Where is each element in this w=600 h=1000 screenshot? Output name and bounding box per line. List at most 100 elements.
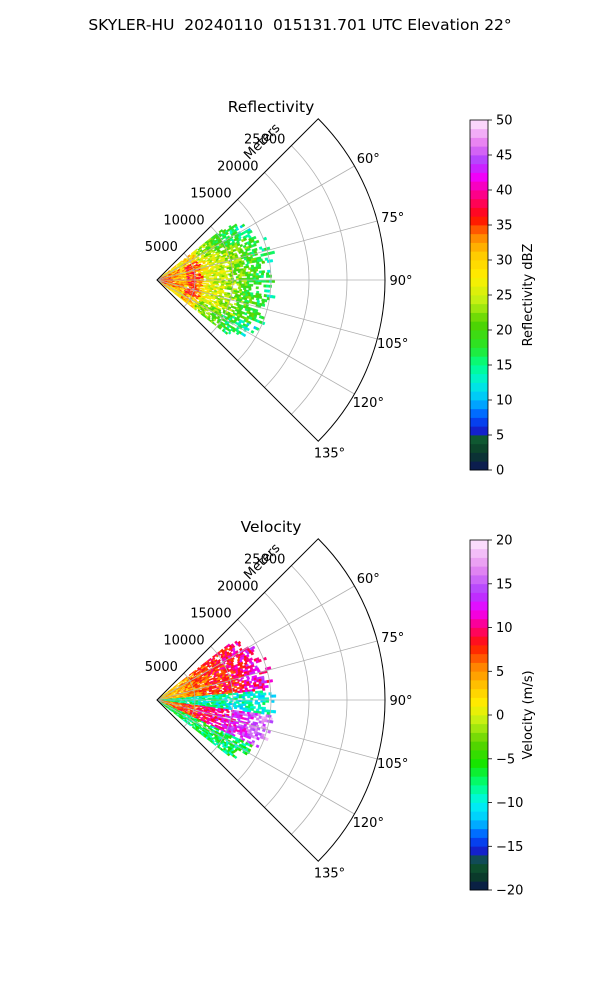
field-cell bbox=[256, 281, 260, 285]
field-cell bbox=[242, 333, 247, 338]
field-cell bbox=[243, 237, 248, 242]
colorbar-segment bbox=[470, 785, 488, 795]
field-cell bbox=[260, 720, 265, 725]
azimuth-tick-label: 135° bbox=[314, 447, 345, 462]
colorbar-segment bbox=[470, 443, 488, 453]
colorbar-segment bbox=[470, 671, 488, 681]
colorbar-segment bbox=[470, 741, 488, 751]
field-cell bbox=[268, 274, 273, 278]
field-cell bbox=[243, 703, 247, 707]
colorbar-segment bbox=[470, 198, 488, 208]
field-cell bbox=[224, 287, 228, 290]
field-cell bbox=[237, 286, 242, 290]
field-cell bbox=[228, 707, 233, 711]
field-cell bbox=[252, 275, 256, 279]
range-tick-label: 25000 bbox=[244, 133, 285, 148]
field-cell bbox=[244, 271, 249, 275]
colorbar-segment bbox=[470, 268, 488, 278]
field-cell bbox=[254, 275, 259, 278]
field-cell bbox=[255, 239, 260, 244]
field-cell bbox=[246, 701, 250, 705]
field-cell bbox=[232, 696, 237, 699]
colorbar-tick-label: 50 bbox=[496, 114, 513, 129]
field-cell bbox=[258, 270, 263, 274]
field-cell bbox=[224, 696, 228, 699]
azimuth-tick-label: 135° bbox=[314, 867, 345, 882]
field-cell bbox=[244, 693, 248, 697]
reflectivity-panel: Reflectivity 5000 10000 15000 20000 25000 60… bbox=[145, 98, 536, 479]
field-cell bbox=[233, 701, 238, 704]
field-cell bbox=[199, 248, 203, 252]
field-cell bbox=[260, 272, 265, 276]
field-cell bbox=[263, 692, 267, 696]
field-cell bbox=[257, 265, 262, 269]
field-cell bbox=[212, 657, 216, 661]
field-cell bbox=[248, 229, 253, 234]
colorbar-segment bbox=[470, 461, 488, 471]
field-cell bbox=[272, 694, 277, 698]
field-cell bbox=[233, 685, 238, 689]
field-cell bbox=[224, 331, 229, 335]
reflectivity-range-ticks: 5000 10000 15000 20000 25000 bbox=[145, 133, 286, 256]
field-cell bbox=[241, 695, 245, 699]
colorbar-segment bbox=[470, 207, 488, 217]
field-cell bbox=[241, 262, 245, 266]
field-cell bbox=[235, 227, 240, 232]
field-cell bbox=[232, 329, 236, 333]
reflectivity-colorbar: 0 5 10 15 20 25 30 35 40 45 50 bbox=[469, 114, 513, 479]
field-cell bbox=[271, 250, 276, 255]
field-cell bbox=[241, 223, 246, 228]
azimuth-tick-label: 105° bbox=[377, 757, 408, 772]
colorbar-segment bbox=[470, 251, 488, 261]
azimuth-spoke bbox=[156, 640, 378, 701]
field-cell bbox=[257, 692, 261, 696]
field-cell bbox=[237, 235, 242, 240]
field-cell bbox=[250, 716, 254, 720]
colorbar-segment bbox=[470, 566, 488, 576]
colorbar-segment bbox=[470, 872, 488, 882]
colorbar-segment bbox=[470, 373, 488, 383]
azimuth-tick-label: 90° bbox=[389, 274, 412, 289]
field-cell bbox=[239, 274, 244, 277]
colorbar-segment bbox=[470, 128, 488, 138]
colorbar-segment bbox=[470, 295, 488, 305]
field-cell bbox=[236, 701, 240, 704]
field-cell bbox=[266, 289, 271, 293]
field-cell bbox=[263, 298, 268, 303]
field-cell bbox=[255, 268, 259, 272]
colorbar-segment bbox=[470, 225, 488, 235]
field-cell bbox=[240, 285, 244, 288]
colorbar-tick-label: 15 bbox=[496, 359, 513, 374]
field-cell bbox=[236, 283, 240, 286]
field-cell bbox=[195, 248, 199, 251]
field-cell bbox=[244, 312, 248, 316]
field-cell bbox=[266, 272, 270, 276]
range-tick-label: 5000 bbox=[145, 660, 178, 675]
colorbar-segment bbox=[470, 435, 488, 445]
azimuth-tick-label: 105° bbox=[377, 337, 408, 352]
colorbar-tick-label: 15 bbox=[496, 577, 513, 592]
colorbar-segment bbox=[470, 636, 488, 646]
azimuth-tick-label: 75° bbox=[381, 631, 404, 646]
field-cell bbox=[249, 693, 253, 697]
colorbar-tick-label: −15 bbox=[496, 840, 523, 855]
colorbar-tick-label: 5 bbox=[496, 429, 504, 444]
field-cell bbox=[232, 692, 236, 696]
field-cell bbox=[262, 702, 266, 706]
field-cell bbox=[250, 269, 254, 272]
field-cell bbox=[258, 295, 263, 299]
colorbar-segment bbox=[470, 855, 488, 865]
field-cell bbox=[226, 287, 231, 290]
field-cell bbox=[225, 270, 229, 273]
field-cell bbox=[272, 710, 277, 714]
field-cell bbox=[255, 286, 259, 290]
field-cell bbox=[252, 688, 256, 692]
field-cell bbox=[263, 284, 267, 288]
field-cell bbox=[175, 684, 178, 687]
field-cell bbox=[255, 297, 260, 301]
field-cell bbox=[236, 281, 240, 284]
colorbar-segment bbox=[470, 548, 488, 558]
colorbar-tick-label: 25 bbox=[496, 289, 513, 304]
colorbar-segment bbox=[470, 793, 488, 803]
colorbar-segment bbox=[470, 417, 488, 427]
